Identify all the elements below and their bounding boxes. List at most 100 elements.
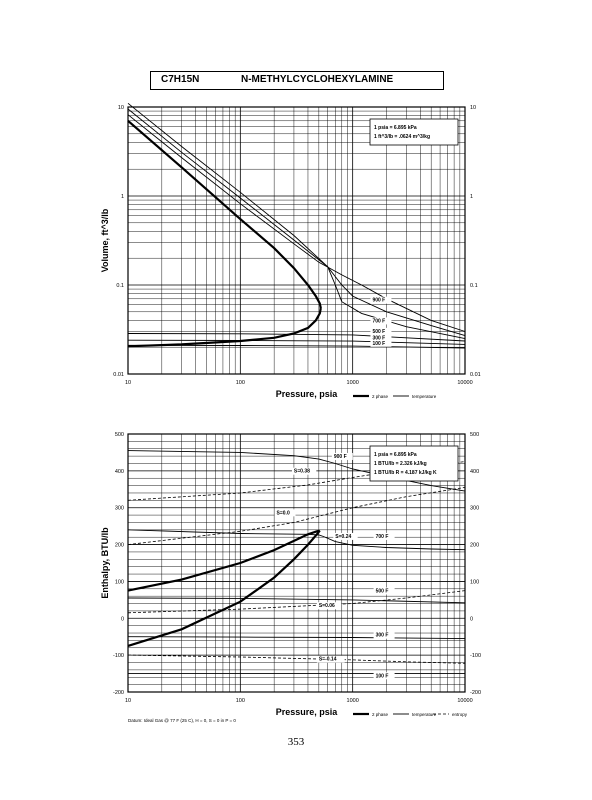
plot2-info-box-line: 1 BTU/lb = 2.326 kJ/kg <box>374 461 427 467</box>
plot2-legend-label: 2 phase <box>372 712 389 717</box>
plot1-y-tick-label-left: 10 <box>118 105 124 111</box>
plot2-curve-label-bg <box>373 631 395 639</box>
plot1-info-box <box>369 118 459 146</box>
plot1-info-box-line: 1 ft^3/lb = .0624 m^3/kg <box>374 134 430 140</box>
plot1-x-tick-label: 10 <box>125 380 131 386</box>
plot2-y-tick-label-right: 300 <box>470 506 479 512</box>
plot2-curve-label-bg <box>316 602 342 610</box>
plot1-curve-label-bg <box>370 317 392 325</box>
datum-footnote: Datum: Ideal Gas @ 77 F (25 C), H = 0, S… <box>128 718 236 723</box>
plot2-y-tick-label-left: 300 <box>115 506 124 512</box>
plot1-y-tick-label-right: 0.1 <box>470 283 478 289</box>
plot2-y-tick-label-right: 100 <box>470 579 479 585</box>
plot2-curve-label: S=0.0 <box>277 510 290 516</box>
plot1-y-tick-label-right: 1 <box>470 194 473 200</box>
plot1-curve-label: 700 F <box>372 318 385 324</box>
plot2-legend-label: entropy <box>452 712 468 717</box>
plot2-x-tick-label: 10000 <box>457 698 472 704</box>
plot2-y-tick-label-right: 200 <box>470 543 479 549</box>
plot2-y-tick-label-left: -200 <box>113 690 124 696</box>
plot2-y-tick-label-right: 0 <box>470 616 473 622</box>
plot1-curve-label: 500 F <box>372 329 385 335</box>
plot1-series-temperature-7 <box>127 339 466 345</box>
plot2-frame <box>127 433 466 693</box>
plot2-y-tick-label-left: 500 <box>115 432 124 438</box>
plot2-y-tick-label-right: 500 <box>470 432 479 438</box>
plot2-curve-label-bg <box>333 532 358 540</box>
plot2-curve-label: 300 F <box>376 633 389 639</box>
plot1-curve-label-bg <box>370 327 392 335</box>
plot1-x-tick-label: 10000 <box>457 380 472 386</box>
plot2-curve-label-bg <box>316 655 345 663</box>
plot2-series-2-phase-1 <box>127 529 321 592</box>
plot1-x-axis-label: Pressure, psia <box>276 389 339 399</box>
plot2-y-tick-label-left: 100 <box>115 579 124 585</box>
plot2-y-tick-label-left: 0 <box>121 616 124 622</box>
plot1-y-tick-label-left: 0.1 <box>116 283 124 289</box>
plot1-series-temperature-8 <box>127 344 466 349</box>
plot2-series-temperature-3 <box>127 450 466 492</box>
plot1-y-tick-label-right: 10 <box>470 105 476 111</box>
plot2-curve-label: S=0.06 <box>319 603 335 609</box>
plot2-series-temperature-4 <box>127 529 466 551</box>
plot1-y-tick-label-left: 0.01 <box>113 372 124 378</box>
plot1-curve-label: 300 F <box>372 335 385 341</box>
plot2-x-tick-label: 10 <box>125 698 131 704</box>
plot2-curve-label: 500 F <box>376 588 389 594</box>
plot1-y-tick-label-right: 0.01 <box>470 372 481 378</box>
plot1-series-2-phase-2 <box>127 307 322 348</box>
plot2-info-box-line: 1 BTU/lb R = 4.187 kJ/kg K <box>374 470 437 476</box>
plot1-y-axis-label: Volume, ft^3/lb <box>100 208 110 272</box>
plot2-curve-label-bg <box>373 587 395 595</box>
plot1-series-temperature-6 <box>127 333 466 342</box>
plot2-info-box-line: 1 psia = 6.895 kPa <box>374 452 417 458</box>
plot2-series-temperature-5 <box>127 597 466 604</box>
plot1-curve-label: 100 F <box>372 341 385 347</box>
plot2-y-tick-label-right: -100 <box>470 653 481 659</box>
plot2-curve-label-bg <box>274 509 296 517</box>
plot1-curve-label-bg <box>370 339 392 347</box>
plot2-curve-label-bg <box>331 452 353 460</box>
plot1-legend-label: 2 phase <box>372 394 389 399</box>
compound-title-box: C7H15N N-METHYLCYCLOHEXYLAMINE <box>150 71 444 90</box>
plot2-curve-label-bg <box>373 672 395 680</box>
plot2-curve-label: 900 F <box>334 454 347 460</box>
plot2-info-box <box>369 445 459 482</box>
plot2-y-tick-label-left: 400 <box>115 469 124 475</box>
plot1-curve-label-bg <box>370 296 392 304</box>
plot1-info-box-line: 1 psia = 6.895 kPa <box>374 125 417 131</box>
plot2-curve-label: S=-0.14 <box>319 657 337 663</box>
plot1-curve-label: 900 F <box>372 298 385 304</box>
plot1-series-2-phase-1 <box>127 119 322 309</box>
compound-name: N-METHYLCYCLOHEXYLAMINE <box>241 74 394 85</box>
plot2-series-entropy-9 <box>127 487 466 545</box>
compound-formula: C7H15N <box>161 74 200 85</box>
plot1-series-temperature-4 <box>127 108 466 337</box>
page-number: 353 <box>287 736 305 748</box>
plot2-curve-label: 100 F <box>376 673 389 679</box>
plot1-legend-label: temperature <box>412 394 437 399</box>
plot2-curve-label-bg <box>291 467 317 475</box>
plot2-curve-label-bg <box>373 532 395 540</box>
plot2-series-entropy-11 <box>127 654 466 664</box>
plot1-y-tick-label-left: 1 <box>121 194 124 200</box>
plot2-y-tick-label-left: 200 <box>115 543 124 549</box>
plot2-y-tick-label-right: 400 <box>470 469 479 475</box>
plot2-x-tick-label: 100 <box>236 698 245 704</box>
plot2-series-2-phase-2 <box>127 529 321 647</box>
plot1-curve-label-bg <box>370 334 392 342</box>
plot2-y-tick-label-right: -200 <box>470 690 481 696</box>
plot2-x-tick-label: 1000 <box>347 698 359 704</box>
plot1-series-temperature-3 <box>127 114 466 332</box>
plot2-curve-label: 700 F <box>376 534 389 540</box>
plot2-legend-label: temperature <box>412 712 437 717</box>
plot2-series-temperature-6 <box>127 636 466 640</box>
plot2-x-axis-label: Pressure, psia <box>276 707 339 717</box>
plot1-x-tick-label: 1000 <box>347 380 359 386</box>
plot1-frame <box>127 106 466 375</box>
plot2-curve-label: S=0.38 <box>294 469 310 475</box>
plot2-y-tick-label-left: -100 <box>113 653 124 659</box>
plot2-curve-label: S=0.24 <box>335 534 351 540</box>
plot1-x-tick-label: 100 <box>236 380 245 386</box>
